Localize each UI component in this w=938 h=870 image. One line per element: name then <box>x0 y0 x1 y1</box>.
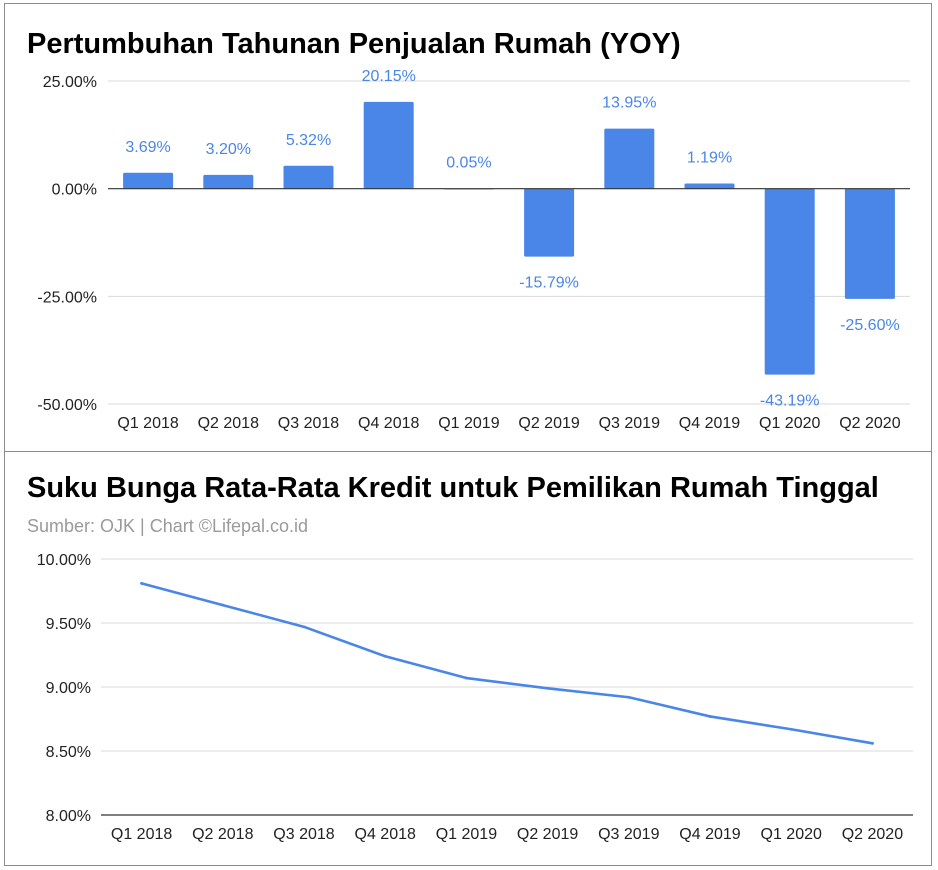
x-tick-label: Q2 2019 <box>518 415 579 432</box>
bar <box>203 174 254 189</box>
x-tick-label: Q1 2020 <box>759 415 820 432</box>
y-tick-label: 8.50% <box>46 744 91 761</box>
x-tick-label: Q2 2018 <box>192 826 253 843</box>
x-tick-label: Q3 2019 <box>598 826 659 843</box>
mortgage-rate-line-chart: 10.00% 9.50% 9.00% 8.50% 8.00% Q1 2018 Q2 2018… <box>37 552 913 843</box>
data-label: 3.20% <box>206 141 251 158</box>
chart-title: Pertumbuhan Tahunan Penjualan Rumah (YOY… <box>27 28 681 60</box>
bar <box>524 188 575 257</box>
mortgage-rate-chart-panel: Suku Bunga Rata-Rata Kredit untuk Pemili… <box>4 452 932 866</box>
x-tick-label: Q3 2018 <box>273 826 334 843</box>
bar <box>684 183 735 189</box>
y-tick-label: 8.00% <box>46 808 91 825</box>
y-tick-label: -50.00% <box>37 397 97 414</box>
x-tick-label: Q2 2020 <box>839 415 900 432</box>
data-label: 3.69% <box>125 139 170 156</box>
data-label: 5.32% <box>286 132 331 149</box>
yoy-sales-chart-panel: Pertumbuhan Tahunan Penjualan Rumah (YOY… <box>4 3 932 452</box>
x-tick-label: Q1 2020 <box>761 826 822 843</box>
y-tick-label: 10.00% <box>37 552 91 569</box>
data-label: 1.19% <box>687 150 732 167</box>
x-tick-label: Q1 2018 <box>111 826 172 843</box>
chart-title: Suku Bunga Rata-Rata Kredit untuk Pemili… <box>27 472 879 504</box>
y-tick-label: 9.50% <box>46 616 91 633</box>
bar <box>283 165 334 189</box>
data-point <box>140 581 144 585</box>
x-tick-label: Q4 2019 <box>679 826 740 843</box>
x-tick-label: Q2 2019 <box>517 826 578 843</box>
data-label: 0.05% <box>446 154 491 171</box>
data-point <box>383 654 387 658</box>
x-tick-label: Q1 2019 <box>438 415 499 432</box>
x-tick-label: Q4 2018 <box>358 415 419 432</box>
x-tick-label: Q3 2019 <box>599 415 660 432</box>
bar <box>844 188 895 299</box>
y-tick-label: 25.00% <box>43 74 97 91</box>
x-tick-label: Q1 2019 <box>436 826 497 843</box>
data-label: -25.60% <box>840 317 900 334</box>
bar <box>123 172 174 189</box>
series-line <box>140 582 874 745</box>
bar <box>764 188 815 375</box>
chart-subtitle: Sumber: OJK | Chart ©Lifepal.co.id <box>27 516 309 536</box>
y-tick-label: 9.00% <box>46 680 91 697</box>
data-point <box>465 676 468 680</box>
data-point <box>546 686 549 690</box>
x-tick-label: Q2 2020 <box>842 826 903 843</box>
data-point <box>708 715 712 718</box>
x-tick-label: Q1 2018 <box>117 415 178 432</box>
data-point <box>871 741 874 745</box>
bar <box>604 128 655 189</box>
y-tick-label: -25.00% <box>37 289 97 306</box>
x-tick-label: Q4 2018 <box>355 826 416 843</box>
data-label: -43.19% <box>760 393 820 410</box>
data-point <box>789 727 793 731</box>
x-tick-label: Q4 2019 <box>679 415 740 432</box>
data-label: 13.95% <box>602 95 656 112</box>
data-point <box>627 695 631 699</box>
data-point <box>302 625 306 629</box>
x-tick-label: Q2 2018 <box>198 415 259 432</box>
data-point <box>221 603 225 607</box>
data-label: -15.79% <box>519 275 579 292</box>
y-tick-label: 0.00% <box>52 182 97 199</box>
x-tick-label: Q3 2018 <box>278 415 339 432</box>
data-label: 20.15% <box>362 68 416 85</box>
bar <box>363 101 414 189</box>
yoy-bar-chart: 25.00% 0.00% -25.00% -50.00% 3.69% Q1 2018 3.2… <box>37 68 910 432</box>
